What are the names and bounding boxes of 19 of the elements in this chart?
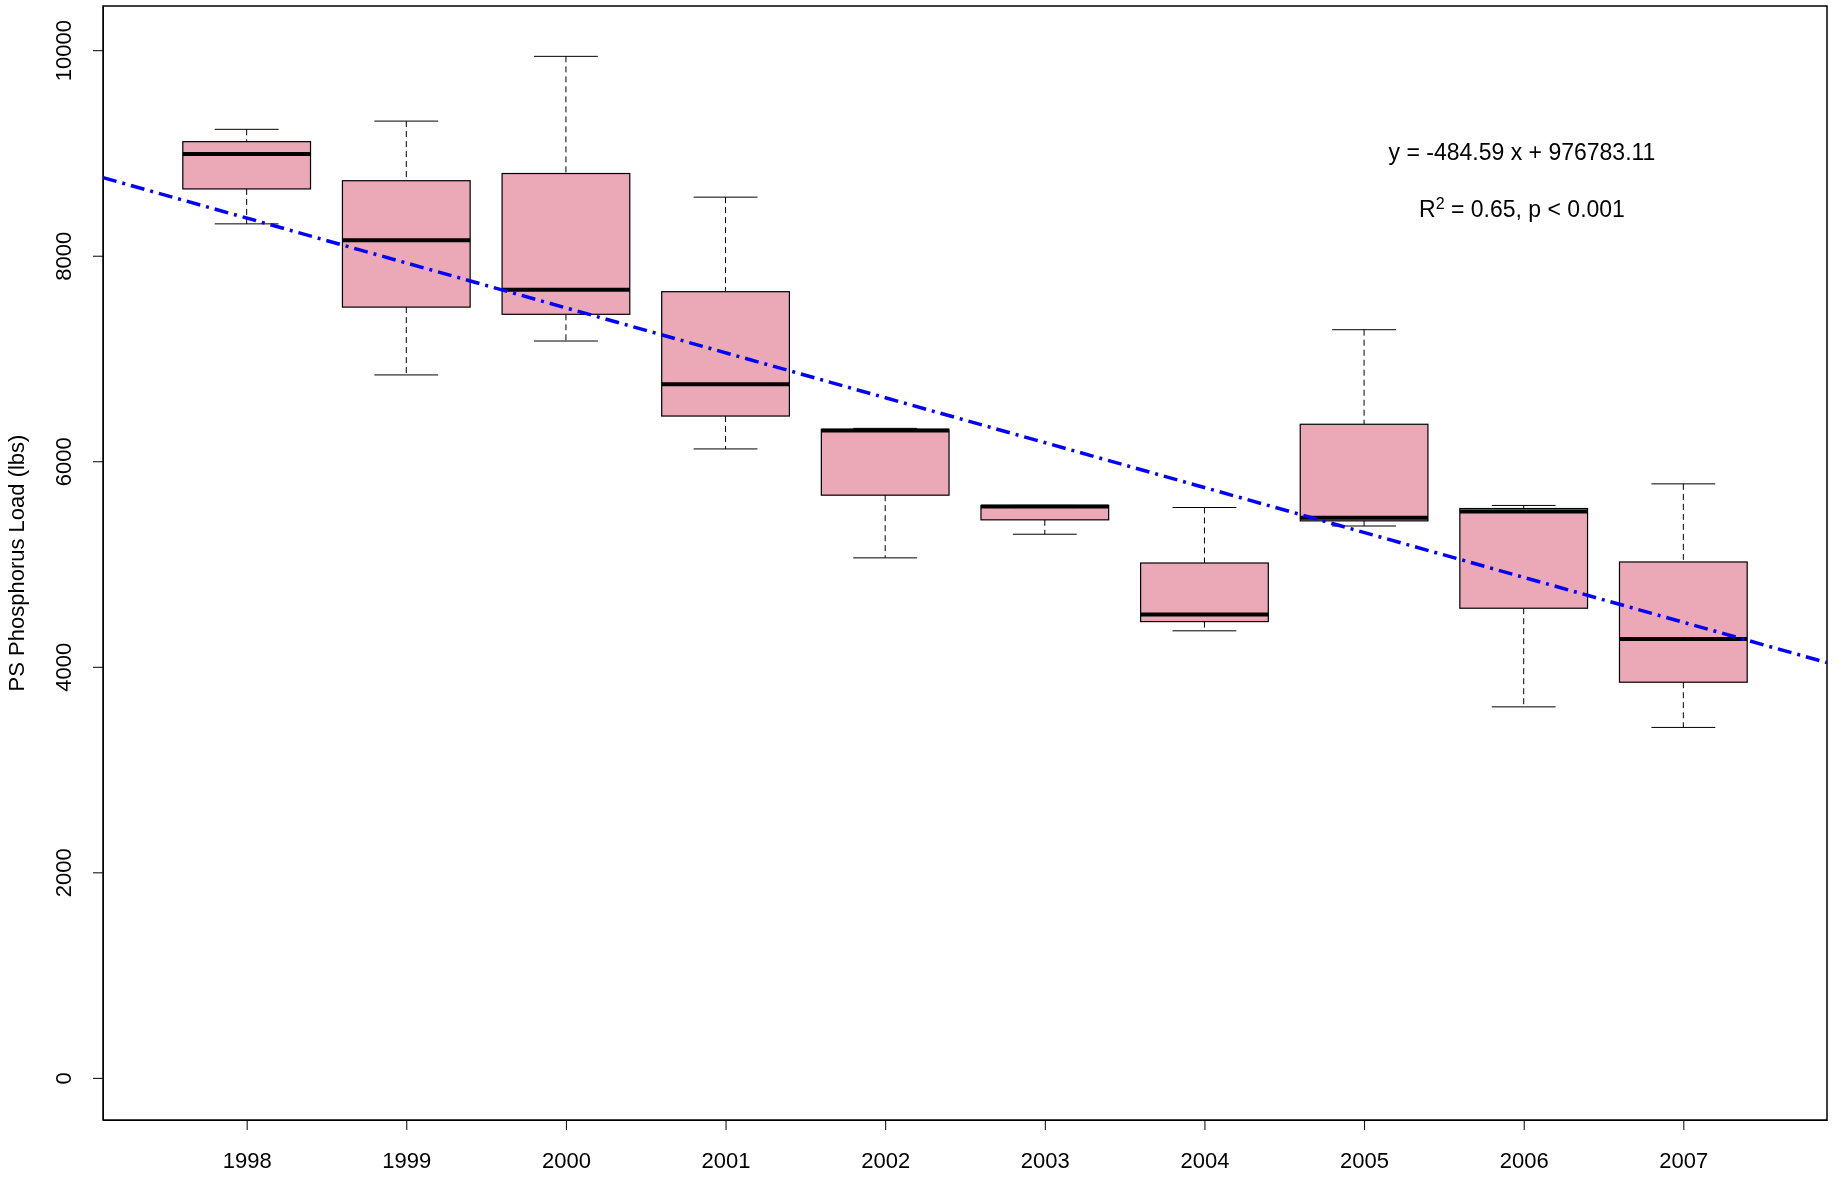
x-tick-label: 1998 xyxy=(222,1148,272,1174)
x-tick-label: 2004 xyxy=(1180,1148,1230,1174)
x-tick-label: 2002 xyxy=(861,1148,911,1174)
x-tick-label: 1999 xyxy=(382,1148,432,1174)
y-tick-label: 4000 xyxy=(51,642,76,692)
x-tick-label: 2005 xyxy=(1340,1148,1390,1174)
y-axis-title: PS Phosphorus Load (lbs) xyxy=(4,434,29,692)
y-tick-label: 6000 xyxy=(51,437,76,487)
annotation: R$^{2}$ = 0.65, p < 0.001 xyxy=(1419,194,1625,222)
x-tick-label: 2000 xyxy=(541,1148,591,1174)
x-tick-label: 2001 xyxy=(701,1148,751,1174)
x-tick-label: 2007 xyxy=(1659,1148,1709,1174)
y-tick-label: 8000 xyxy=(51,231,76,281)
y-tick-label: 10000 xyxy=(51,20,76,82)
annotation: y = -484.59 x + 976783.11 xyxy=(1388,139,1656,165)
x-tick-label: 2003 xyxy=(1020,1148,1070,1174)
y-tick-label: 2000 xyxy=(51,848,76,898)
y-tick-label: 0 xyxy=(51,1072,76,1085)
x-tick-label: 2006 xyxy=(1499,1148,1549,1174)
